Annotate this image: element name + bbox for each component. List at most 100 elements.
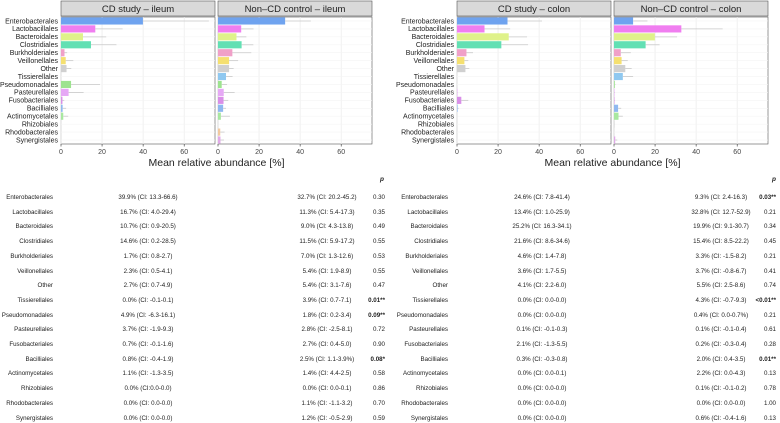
p-value: 0.55	[372, 267, 385, 275]
colon-p-header: p	[772, 176, 776, 183]
y-tick-label: Tissierellales	[18, 74, 59, 81]
bar-bacteroidales	[61, 33, 83, 41]
bar-actinomycetales	[614, 112, 619, 120]
cd-study-value: 2.1% (CI: -1.3-5.5)	[516, 341, 568, 348]
control-value: 3.9% (CI: 0.7-7.1)	[302, 296, 352, 304]
bar-bacilliales	[614, 104, 619, 112]
y-tick-label: Rhodobacterales	[5, 129, 58, 136]
p-value: 0.47	[372, 282, 385, 290]
y-tick-label: Actinomycetales	[7, 114, 58, 121]
panel-frame	[217, 16, 373, 145]
y-tick-label: Veillonellales	[18, 58, 59, 65]
y-tick-label: Lactobacillales	[12, 26, 58, 33]
panel-frame	[60, 16, 216, 145]
cd-study-value: 3.7% (CI: -1.9-9.3)	[122, 326, 174, 334]
y-tick-label: Pseudomonadales	[396, 82, 454, 89]
bar-bacteroidales	[218, 33, 237, 41]
cd-study-value: 10.7% (CI: 0.9-20.5)	[120, 223, 176, 231]
table-row-label: Rhodobacterales	[401, 399, 448, 407]
bar-rhodobacterales	[218, 128, 221, 136]
cd-study-value: 0.0% (CI: 0.0-0.0)	[517, 311, 567, 319]
table-row-label: Burkholderiales	[405, 252, 448, 260]
cd-study-value: 3.6% (CI: 1.7-5.5)	[517, 267, 567, 275]
cd-study-value: 2.7% (CI: 0.7-4.9)	[123, 282, 173, 290]
x-tick-label: 20	[651, 149, 659, 156]
cd-study-value: 0.0% (CI: 0.0-0.0)	[123, 414, 173, 422]
table-row-label: Actinomycetales	[402, 370, 448, 378]
cd-study-value: 16.7% (CI: 4.0-29.4)	[120, 208, 176, 216]
table-row-label: Fusobacteriales	[9, 341, 53, 348]
bar-pasteurellales	[61, 88, 69, 96]
table-row-label: Burkholderiales	[10, 252, 53, 260]
control-value: 0.6% (CI: -0.4-1.6)	[695, 414, 747, 422]
bar-actinomycetales	[218, 112, 221, 120]
table-row-label: Tissierellales	[412, 296, 448, 304]
cd-study-value: 1.7% (CI: 0.8-2.7)	[123, 252, 173, 260]
table-row-label: Synergistales	[410, 414, 448, 422]
p-value: 0.30	[372, 194, 385, 201]
cd-study-value: 4.9% (CI: -6.3-16.1)	[120, 311, 176, 319]
y-tick-label: Bacteroidales	[16, 34, 59, 41]
bar-lactobacillales	[218, 25, 242, 33]
y-tick-label: Synergistales	[412, 137, 455, 144]
control-value: 1.1% (CI: -1.1-3.2)	[301, 399, 353, 407]
bar-veillonellales	[218, 57, 230, 65]
panel-title: CD study – ileum	[102, 4, 174, 15]
control-value: 2.2% (CI: 0.0-4.3)	[696, 370, 746, 378]
p-value: 0.70	[372, 399, 385, 407]
y-tick-label: Pseudomonadales	[0, 82, 58, 89]
cd-study-value: 1.1% (CI: -1.3-3.5)	[122, 370, 174, 378]
y-tick-label: Clostridiales	[416, 42, 455, 49]
y-tick-label: Pasteurellales	[14, 90, 58, 97]
control-value: 5.4% (CI: 1.9-8.9)	[302, 267, 352, 275]
bar-veillonellales	[457, 57, 465, 65]
table-row-label: Other	[432, 282, 448, 290]
table-row-label: Rhizobiales	[416, 385, 448, 393]
bar-enterobacterales	[61, 17, 143, 25]
bar-clostridiales	[457, 41, 502, 49]
control-value: 2.0% (CI: 0.4-3.5)	[696, 355, 746, 363]
panel-title: Non–CD control – ileum	[245, 4, 346, 15]
x-tick-label: 20	[255, 149, 263, 156]
panel-strip	[217, 0, 373, 17]
cd-study-value: 0.3% (CI: -0.3-0.8)	[516, 355, 568, 363]
bar-pseudomonadales	[218, 80, 222, 89]
y-tick-label: Fusobacteriales	[9, 98, 59, 105]
panel-strip	[456, 0, 612, 17]
table-row-label: Pseudomonadales	[1, 311, 53, 319]
p-value: 0.55	[372, 238, 385, 246]
table-row-label: Bacteroidales	[410, 223, 449, 231]
x-tick-label: 40	[139, 149, 147, 156]
y-tick-label: Bacteroidales	[412, 34, 455, 41]
table-row-label: Fusobacteriales	[404, 341, 448, 348]
table-row-label: Synergistales	[15, 414, 53, 422]
y-tick-label: Clostridiales	[20, 42, 59, 49]
x-tick-label: 60	[180, 149, 188, 156]
y-tick-label: Veillonellales	[414, 58, 455, 65]
p-value: 0.21	[763, 252, 776, 260]
bar-bacteroidales	[614, 33, 655, 41]
bar-burkholderiales	[457, 49, 467, 57]
cd-study-value: 0.7% (CI: -0.1-1.6)	[122, 341, 174, 348]
cd-study-value: 0.0% (CI: 0.0-0.0)	[517, 385, 567, 393]
control-value: 0.0% (CI: 0.0-0.1)	[302, 385, 352, 393]
cd-study-value: 0.1% (CI: -0.1-0.3)	[516, 326, 568, 334]
control-value: 0.4% (CI: 0.0-0.7%)	[693, 311, 749, 319]
y-tick-label: Burkholderiales	[10, 50, 59, 57]
y-tick-label: Pasteurellales	[410, 90, 454, 97]
table-row-label: Other	[37, 282, 53, 290]
table-row-label: Clostridiales	[414, 238, 448, 246]
bar-other	[61, 65, 67, 73]
x-tick-label: 0	[612, 149, 616, 156]
control-value: 2.7% (CI: 0.4-5.0)	[302, 341, 352, 348]
control-value: 11.5% (CI: 5.9-17.2)	[299, 238, 355, 246]
y-tick-label: Enterobacterales	[5, 18, 58, 25]
cd-study-value: 21.6% (CI: 8.6-34.6)	[514, 238, 570, 246]
bar-veillonellales	[614, 57, 622, 65]
y-tick-label: Other	[40, 66, 58, 73]
table-row-label: Veillonellales	[17, 267, 53, 275]
bar-synergistales	[614, 136, 616, 144]
bar-enterobacterales	[614, 17, 634, 25]
bar-actinomycetales	[61, 112, 64, 120]
x-tick-label: 20	[494, 149, 502, 156]
